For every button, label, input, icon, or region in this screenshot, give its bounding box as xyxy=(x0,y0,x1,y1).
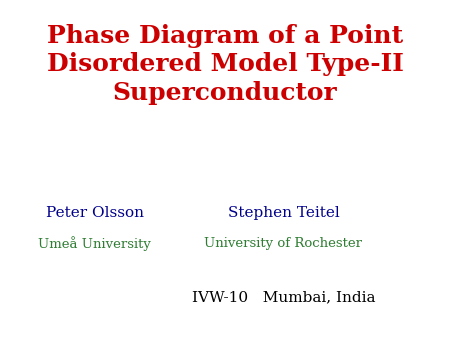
Text: Phase Diagram of a Point
Disordered Model Type-II
Superconductor: Phase Diagram of a Point Disordered Mode… xyxy=(46,24,404,105)
Text: Umeå University: Umeå University xyxy=(38,236,151,251)
Text: IVW-10   Mumbai, India: IVW-10 Mumbai, India xyxy=(192,290,375,305)
Text: Peter Olsson: Peter Olsson xyxy=(45,206,144,220)
Text: Stephen Teitel: Stephen Teitel xyxy=(228,206,339,220)
Text: University of Rochester: University of Rochester xyxy=(204,237,363,250)
